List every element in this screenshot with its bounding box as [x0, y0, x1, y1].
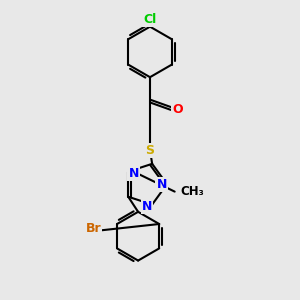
Text: O: O	[172, 103, 183, 116]
Text: N: N	[142, 200, 152, 212]
Text: Br: Br	[86, 222, 101, 235]
Text: S: S	[146, 143, 154, 157]
Text: Cl: Cl	[143, 13, 157, 26]
Text: N: N	[128, 167, 139, 180]
Text: CH₃: CH₃	[181, 185, 204, 198]
Text: N: N	[156, 178, 167, 191]
